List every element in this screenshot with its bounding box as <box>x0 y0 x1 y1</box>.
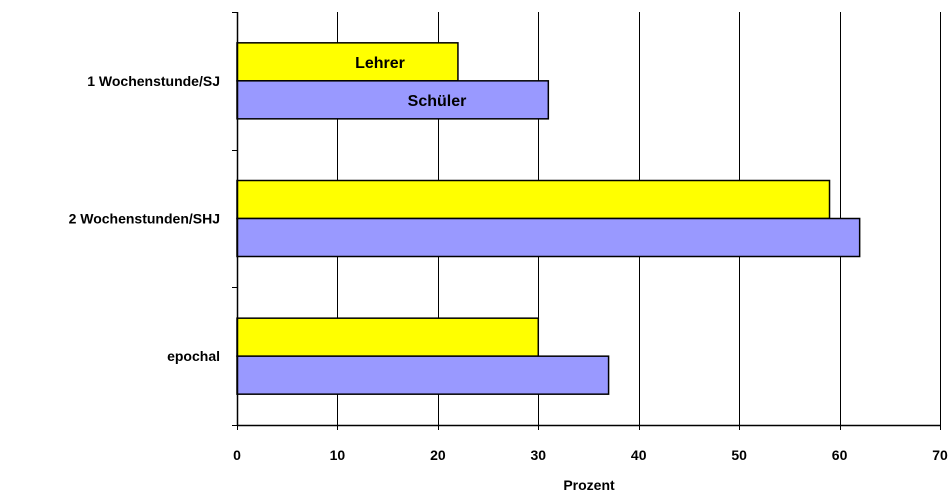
bar-schüler-2 <box>236 355 610 395</box>
x-axis-title: Prozent <box>563 477 615 493</box>
bar-lehrer-2 <box>236 317 540 357</box>
bars <box>236 42 861 395</box>
bar-lehrer-1 <box>236 179 831 220</box>
x-tick-label-10: 10 <box>330 447 346 463</box>
bar-schüler-1 <box>236 217 861 258</box>
x-tick-label-40: 40 <box>631 447 647 463</box>
x-tick-label-30: 30 <box>530 447 546 463</box>
series-label-schüler: Schüler <box>408 93 467 110</box>
bar-schüler-0 <box>236 80 550 120</box>
x-tick-label-50: 50 <box>731 447 747 463</box>
x-tick-label-60: 60 <box>832 447 848 463</box>
category-label-2: epochal <box>167 348 220 364</box>
x-tick-label-20: 20 <box>430 447 446 463</box>
labels: 1 Wochenstunde/SJ 2 Wochenstunden/SHJ epoc… <box>69 55 948 463</box>
series-label-lehrer: Lehrer <box>355 55 405 72</box>
category-label-0: 1 Wochenstunde/SJ <box>87 73 220 89</box>
x-tick-label-0: 0 <box>233 447 241 463</box>
bar-lehrer-0 <box>236 42 459 82</box>
axes <box>232 12 941 430</box>
category-label-1: 2 Wochenstunden/SHJ <box>69 211 220 227</box>
x-tick-label-70: 70 <box>932 447 948 463</box>
